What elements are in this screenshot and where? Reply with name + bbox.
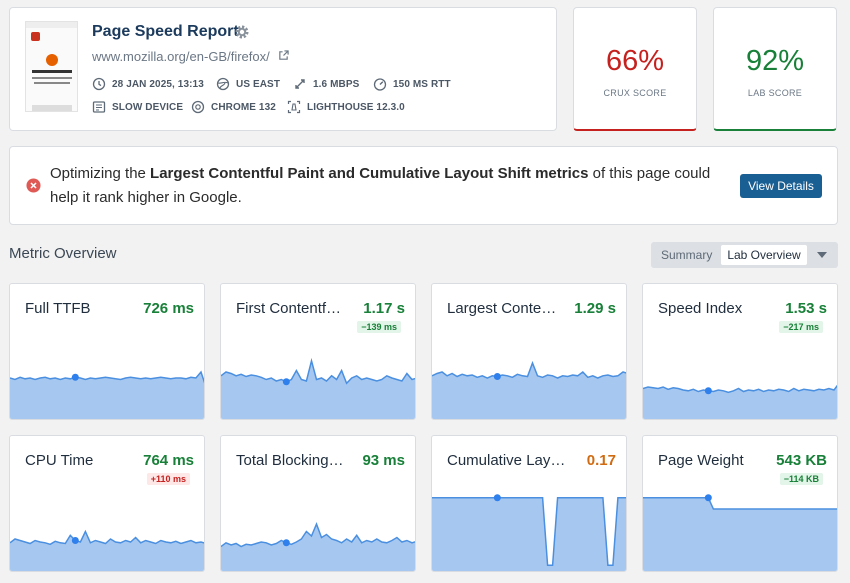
trend-line bbox=[10, 529, 204, 546]
trend-line bbox=[10, 370, 204, 384]
lab-overview-tab[interactable]: Lab Overview bbox=[721, 245, 807, 265]
metric-card[interactable]: Cumulative Lay… 0.17 bbox=[431, 435, 627, 572]
crux-score-value: 66% bbox=[605, 45, 665, 77]
metric-value: 1.29 s bbox=[574, 300, 616, 317]
trend-marker[interactable] bbox=[704, 387, 712, 395]
metric-overview-title: Metric Overview bbox=[9, 245, 117, 262]
metric-trend-chart[interactable] bbox=[10, 486, 205, 571]
metric-value: 1.17 s bbox=[363, 300, 405, 317]
trend-line bbox=[643, 497, 837, 510]
report-header-card: Page Speed Report www.mozilla.org/en-GB/… bbox=[9, 7, 557, 131]
metric-trend-chart[interactable] bbox=[221, 486, 416, 571]
page-title: Page Speed Report bbox=[92, 23, 239, 40]
trend-line bbox=[221, 521, 415, 548]
trend-area bbox=[10, 531, 204, 571]
metric-card[interactable]: Page Weight 543 KB −114 KB bbox=[642, 435, 838, 572]
lab-score-label: LAB SCORE bbox=[747, 88, 803, 98]
lighthouse-icon bbox=[287, 100, 301, 114]
metric-card[interactable]: CPU Time 764 ms +110 ms bbox=[9, 435, 205, 572]
device-icon bbox=[92, 101, 106, 113]
trend-marker[interactable] bbox=[282, 539, 290, 547]
metric-name: Speed Index bbox=[658, 300, 743, 317]
trend-marker[interactable] bbox=[71, 373, 79, 381]
chevron-down-icon[interactable] bbox=[817, 252, 827, 258]
metric-trend-chart[interactable] bbox=[432, 486, 627, 571]
trend-area bbox=[643, 497, 837, 571]
metric-name: Page Weight bbox=[658, 452, 744, 469]
metric-value: 93 ms bbox=[362, 452, 405, 469]
meta-bandwidth: 1.6 MBPS bbox=[293, 77, 359, 91]
recommendation-alert: Optimizing the Largest Contentful Paint … bbox=[9, 146, 838, 225]
meta-location: US EAST bbox=[216, 77, 280, 91]
metric-name: CPU Time bbox=[25, 452, 94, 469]
metric-trend-chart[interactable] bbox=[221, 334, 416, 419]
trend-line bbox=[643, 384, 837, 394]
lab-score-card[interactable]: 92% LAB SCORE bbox=[713, 7, 837, 131]
metric-trend-chart[interactable] bbox=[432, 334, 627, 419]
meta-rtt: 150 MS RTT bbox=[373, 77, 451, 91]
trend-line bbox=[432, 497, 626, 567]
trend-marker[interactable] bbox=[493, 494, 501, 502]
metric-delta-badge: −217 ms bbox=[779, 321, 823, 333]
metric-name: Cumulative Lay… bbox=[447, 452, 566, 469]
gear-icon[interactable] bbox=[234, 24, 250, 40]
alert-message: Optimizing the Largest Contentful Paint … bbox=[50, 165, 711, 206]
metric-value: 543 KB bbox=[776, 452, 827, 469]
metric-card[interactable]: Speed Index 1.53 s −217 ms bbox=[642, 283, 838, 420]
metric-delta-badge: −114 KB bbox=[779, 473, 823, 485]
metric-trend-chart[interactable] bbox=[10, 334, 205, 419]
metric-value: 726 ms bbox=[143, 300, 194, 317]
trend-area bbox=[432, 497, 626, 571]
metric-value: 764 ms bbox=[143, 452, 194, 469]
view-details-button[interactable]: View Details bbox=[740, 174, 822, 198]
trend-marker[interactable] bbox=[704, 494, 712, 502]
trend-area bbox=[10, 372, 204, 419]
trend-marker[interactable] bbox=[493, 373, 501, 380]
metric-delta-badge: +110 ms bbox=[146, 473, 190, 485]
trend-area bbox=[221, 524, 415, 571]
trend-line bbox=[221, 357, 415, 385]
trend-line bbox=[432, 360, 626, 379]
external-link-icon[interactable] bbox=[278, 50, 289, 61]
crux-score-label: CRUX SCORE bbox=[603, 88, 667, 98]
metric-name: Largest Conte… bbox=[447, 300, 557, 317]
metric-value: 1.53 s bbox=[785, 300, 827, 317]
meta-lighthouse: LIGHTHOUSE 12.3.0 bbox=[287, 100, 405, 114]
metric-value: 0.17 bbox=[586, 452, 616, 469]
page-screenshot-thumbnail[interactable] bbox=[25, 21, 78, 112]
trend-marker[interactable] bbox=[71, 537, 79, 544]
metric-name: First Contentf… bbox=[236, 300, 342, 317]
metric-trend-chart[interactable] bbox=[643, 486, 838, 571]
metric-card[interactable]: First Contentf… 1.17 s −139 ms bbox=[220, 283, 416, 420]
clock-icon bbox=[92, 77, 106, 91]
bandwidth-icon bbox=[295, 79, 305, 89]
globe-icon bbox=[216, 77, 230, 91]
trend-marker[interactable] bbox=[282, 378, 290, 386]
metric-card[interactable]: Total Blocking… 93 ms bbox=[220, 435, 416, 572]
metric-trend-chart[interactable] bbox=[643, 334, 838, 419]
metric-name: Full TTFB bbox=[25, 300, 91, 317]
error-icon bbox=[26, 178, 41, 193]
lab-score-value: 92% bbox=[745, 45, 805, 77]
chrome-icon bbox=[191, 100, 205, 114]
meta-browser: CHROME 132 bbox=[191, 100, 276, 114]
summary-tab[interactable]: Summary bbox=[661, 248, 713, 262]
metric-delta-badge: −139 ms bbox=[357, 321, 401, 333]
metric-name: Total Blocking… bbox=[236, 452, 344, 469]
crux-score-card[interactable]: 66% CRUX SCORE bbox=[573, 7, 697, 131]
metric-card[interactable]: Largest Conte… 1.29 s bbox=[431, 283, 627, 420]
page-url[interactable]: www.mozilla.org/en-GB/firefox/ bbox=[92, 49, 270, 64]
meta-device: SLOW DEVICE bbox=[92, 100, 183, 114]
view-toggle: Summary Lab Overview bbox=[651, 242, 838, 268]
metric-card[interactable]: Full TTFB 726 ms bbox=[9, 283, 205, 420]
meta-test-date: 28 JAN 2025, 13:13 bbox=[92, 77, 204, 91]
trend-area bbox=[643, 385, 837, 419]
trend-area bbox=[221, 360, 415, 419]
gauge-icon bbox=[373, 78, 387, 91]
